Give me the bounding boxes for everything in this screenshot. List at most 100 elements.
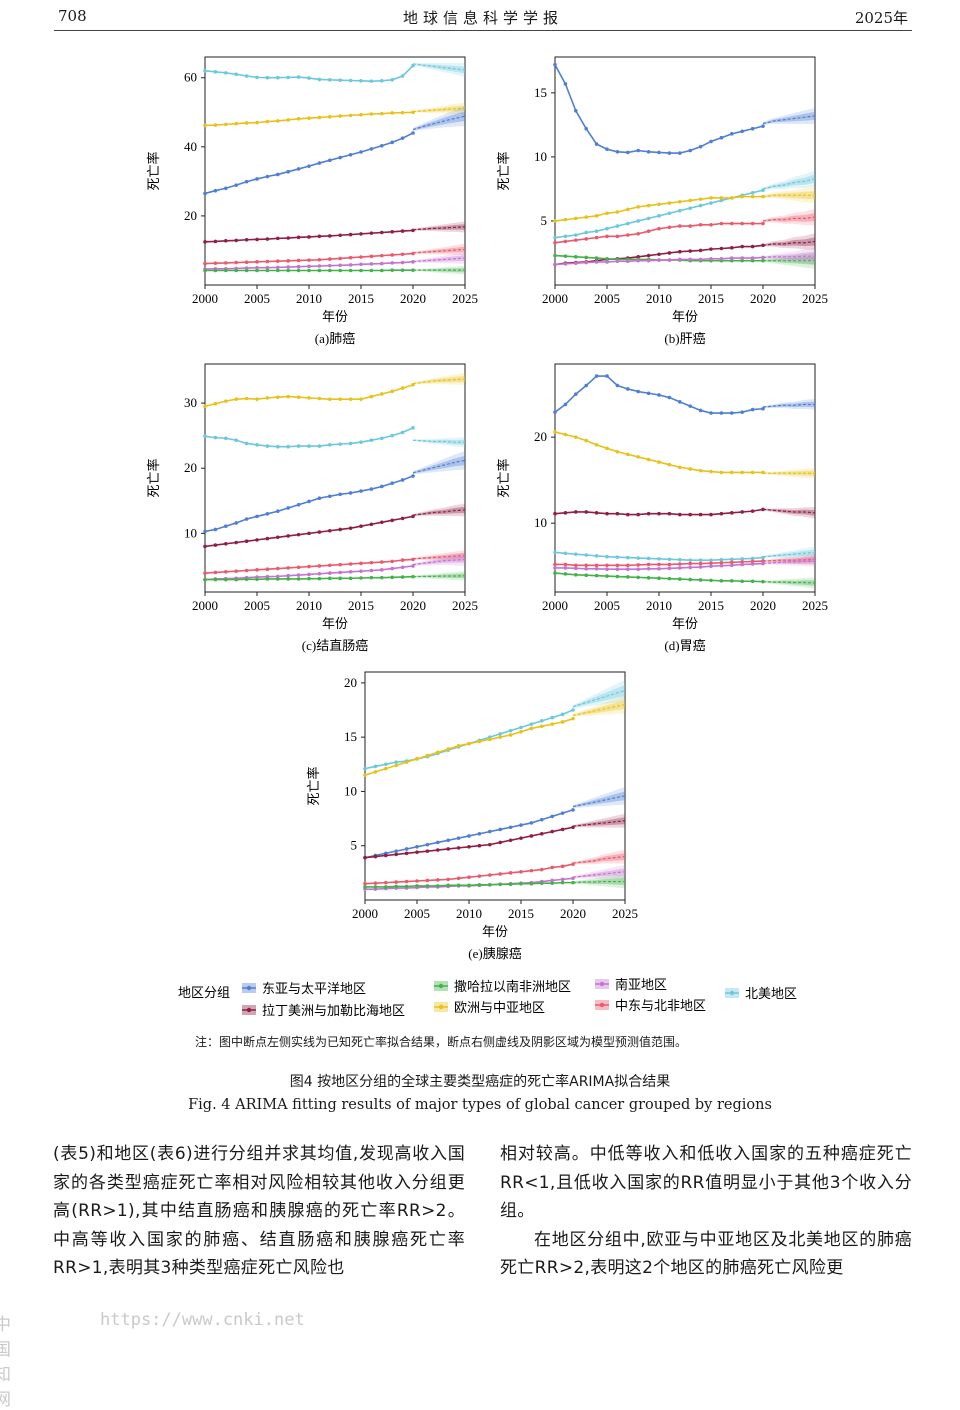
data-point xyxy=(415,757,419,761)
data-point xyxy=(584,553,588,557)
data-point xyxy=(411,229,415,233)
data-point xyxy=(276,535,280,539)
data-point xyxy=(297,565,301,569)
data-point xyxy=(657,393,661,397)
data-point xyxy=(688,566,692,570)
data-point xyxy=(709,257,713,261)
y-tick-label: 5 xyxy=(351,838,358,853)
data-point xyxy=(761,259,765,263)
x-tick-label: 2025 xyxy=(612,906,638,921)
x-axis-label: 年份 xyxy=(322,309,348,324)
legend-label: 拉丁美洲与加勒比海地区 xyxy=(262,1004,405,1019)
data-point xyxy=(286,259,290,263)
data-point xyxy=(488,738,492,742)
y-tick-label: 15 xyxy=(534,85,547,100)
data-point xyxy=(203,124,207,128)
data-point xyxy=(328,563,332,567)
data-point xyxy=(584,127,588,131)
data-point xyxy=(363,885,367,889)
data-point xyxy=(605,512,609,516)
data-point xyxy=(401,517,405,521)
data-point xyxy=(411,252,415,256)
data-point xyxy=(647,150,651,154)
data-point xyxy=(370,576,374,580)
x-tick-label: 2015 xyxy=(348,598,374,613)
data-point xyxy=(636,149,640,153)
data-point xyxy=(415,884,419,888)
data-point xyxy=(338,528,342,532)
data-point xyxy=(740,510,744,514)
data-point xyxy=(297,167,301,171)
data-point xyxy=(688,199,692,203)
data-point xyxy=(297,573,301,577)
data-point xyxy=(318,444,322,448)
data-point xyxy=(761,256,765,260)
data-point xyxy=(553,219,557,223)
data-point xyxy=(401,565,405,569)
x-tick-label: 2005 xyxy=(594,291,620,306)
data-point xyxy=(564,572,568,576)
data-point xyxy=(214,543,218,547)
data-point xyxy=(297,503,301,507)
data-point xyxy=(370,561,374,565)
data-point xyxy=(286,170,290,174)
data-point xyxy=(349,577,353,581)
x-tick-label: 2005 xyxy=(404,906,430,921)
x-tick-label: 2015 xyxy=(698,598,724,613)
data-point xyxy=(370,231,374,235)
legend-item: 北美地区 xyxy=(725,987,797,1002)
data-point xyxy=(426,849,430,853)
data-point xyxy=(338,397,342,401)
legend-marker xyxy=(439,984,443,988)
data-point xyxy=(349,114,353,118)
data-point xyxy=(363,767,367,771)
data-point xyxy=(647,204,651,208)
data-point xyxy=(328,264,332,268)
data-point xyxy=(255,397,259,401)
data-point xyxy=(636,567,640,571)
data-point xyxy=(561,828,565,832)
data-point xyxy=(709,564,713,568)
data-point xyxy=(286,445,290,449)
panel-label: (e)胰腺癌 xyxy=(468,946,521,961)
data-point xyxy=(550,722,554,726)
x-tick-label: 2020 xyxy=(400,598,426,613)
body-left-column: (表5)和地区(表6)进行分组并求其均值,发现高收入国家的各类型癌症死亡率相对风… xyxy=(53,1140,465,1283)
data-point xyxy=(730,579,734,583)
data-point xyxy=(561,720,565,724)
data-point xyxy=(214,261,218,265)
data-point xyxy=(678,151,682,155)
data-point xyxy=(553,512,557,516)
data-point xyxy=(318,269,322,273)
data-point xyxy=(394,760,398,764)
data-point xyxy=(467,884,471,888)
data-point xyxy=(564,82,568,86)
data-point xyxy=(730,256,734,260)
data-point xyxy=(657,227,661,231)
data-point xyxy=(626,222,630,226)
data-point xyxy=(678,566,682,570)
data-point xyxy=(678,250,682,254)
data-point xyxy=(626,556,630,560)
data-point xyxy=(553,410,557,414)
data-point xyxy=(390,434,394,438)
data-point xyxy=(426,754,430,758)
data-point xyxy=(751,195,755,199)
data-point xyxy=(224,261,228,265)
data-point xyxy=(509,825,513,829)
data-point xyxy=(678,558,682,562)
data-point xyxy=(286,577,290,581)
data-point xyxy=(394,885,398,889)
data-point xyxy=(234,269,238,273)
data-point xyxy=(411,383,415,387)
data-point xyxy=(359,150,363,154)
data-point xyxy=(616,567,620,571)
data-point xyxy=(224,524,228,528)
data-point xyxy=(359,569,363,573)
data-point xyxy=(349,397,353,401)
data-point xyxy=(370,395,374,399)
data-point xyxy=(411,426,415,430)
data-point xyxy=(668,563,672,567)
